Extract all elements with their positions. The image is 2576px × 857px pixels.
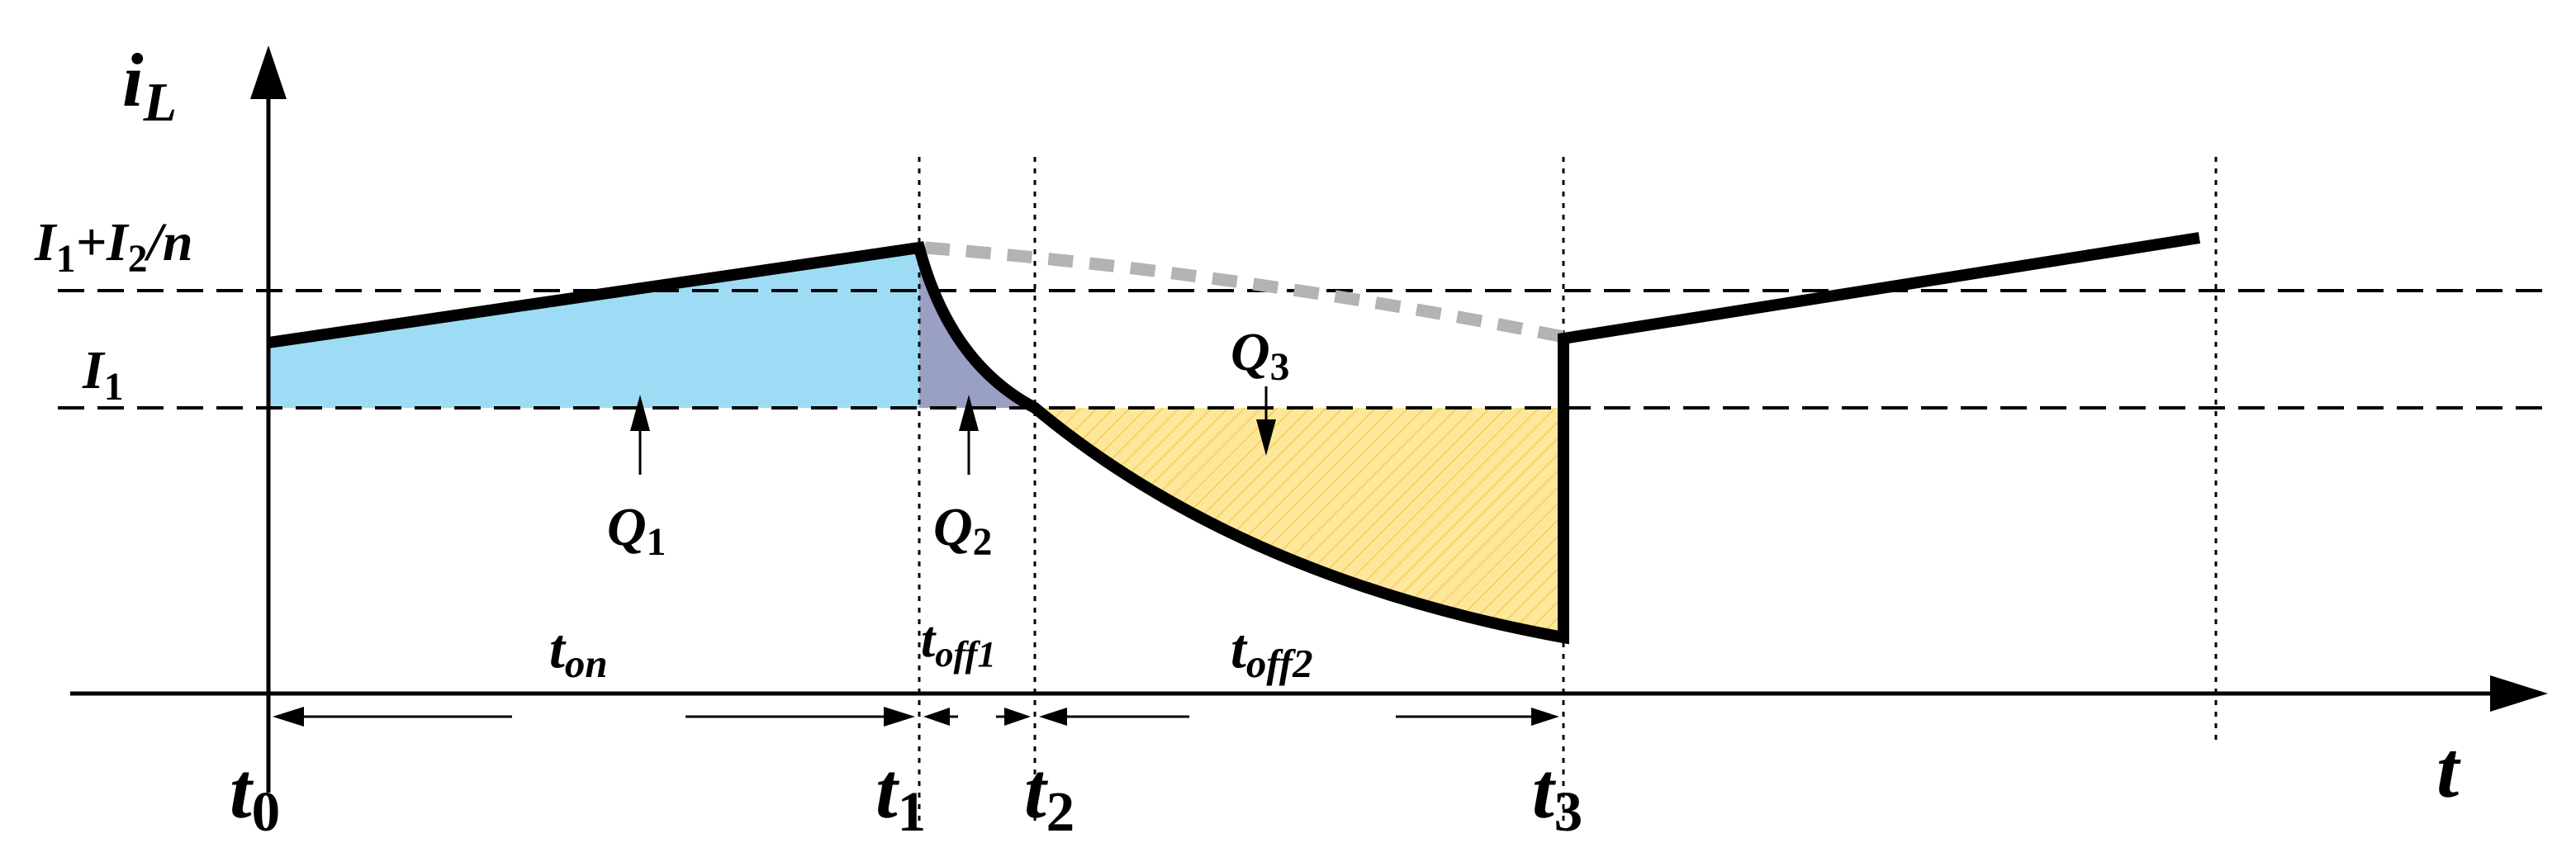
continuation-dashed-curve — [924, 241, 1565, 343]
inductor-current-waveform — [267, 232, 2201, 645]
x-axis-arrowhead — [2490, 675, 2548, 712]
q2-arrow-head — [959, 395, 979, 431]
q2-area — [919, 248, 1035, 408]
toff1-right-arrowhead — [1004, 708, 1031, 726]
charge-label-q1: Q1 — [607, 497, 666, 564]
y-axis-arrowhead — [250, 45, 287, 99]
charge-label-q2: Q2 — [933, 497, 992, 564]
charge-label-q3: Q3 — [1231, 322, 1289, 389]
toff1-left-arrowhead — [923, 708, 950, 726]
q3-area — [1035, 408, 1563, 637]
toff2-right-arrowhead — [1531, 708, 1559, 726]
interval-label-toff1: toff1 — [921, 612, 996, 675]
ton-left-arrowhead — [273, 707, 304, 727]
x-axis-label: t — [2436, 726, 2461, 815]
time-label-t3: t3 — [1532, 746, 1582, 843]
level-label-lower: I1 — [82, 340, 123, 409]
q1-area — [268, 248, 919, 408]
time-label-t1: t1 — [875, 746, 926, 843]
q3-arrow-head — [1256, 419, 1276, 456]
interval-label-toff2: toff2 — [1231, 617, 1313, 686]
interval-label-ton: ton — [549, 617, 608, 686]
q1-arrow-head — [630, 395, 650, 431]
time-label-t0: t0 — [230, 746, 280, 843]
level-label-upper: I1+I2/n — [34, 212, 193, 281]
y-axis-label: iL — [122, 38, 177, 133]
ton-right-arrowhead — [884, 707, 915, 727]
toff2-left-arrowhead — [1039, 708, 1067, 726]
time-label-t2: t2 — [1024, 746, 1075, 843]
